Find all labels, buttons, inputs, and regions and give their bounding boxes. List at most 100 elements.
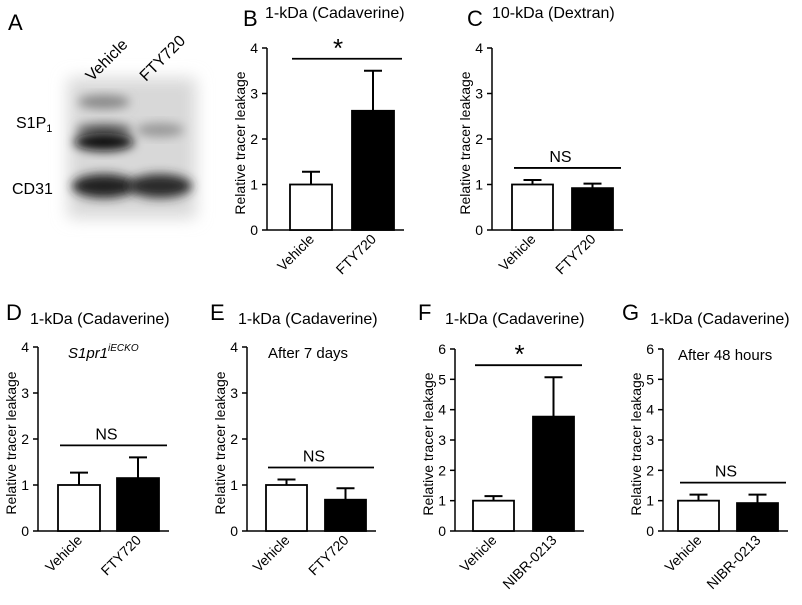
panel-label: A bbox=[8, 10, 23, 35]
y-tick-label: 4 bbox=[250, 40, 258, 56]
y-tick-label: 3 bbox=[438, 432, 446, 448]
y-tick-label: 0 bbox=[230, 523, 238, 539]
y-tick-label: 4 bbox=[475, 40, 483, 56]
bar bbox=[677, 499, 720, 532]
y-tick-label: 4 bbox=[230, 339, 238, 355]
annotation: NS bbox=[95, 426, 117, 443]
y-tick-label: 4 bbox=[646, 402, 654, 418]
blot-band bbox=[128, 174, 192, 198]
y-tick-label: 0 bbox=[250, 222, 258, 238]
annotation: NS bbox=[715, 464, 737, 481]
bar bbox=[324, 498, 367, 532]
y-tick-label: 2 bbox=[646, 462, 654, 478]
y-tick-label: 0 bbox=[646, 523, 654, 539]
bar bbox=[511, 183, 554, 231]
x-tick-label: NIBR-0213 bbox=[499, 532, 559, 592]
subtitle-main: After 48 hours bbox=[678, 347, 772, 364]
y-tick-label: 0 bbox=[475, 222, 483, 238]
y-tick-label: 0 bbox=[438, 523, 446, 539]
bar bbox=[116, 477, 160, 532]
y-tick-label: 6 bbox=[438, 341, 446, 357]
y-tick-label: 2 bbox=[230, 431, 238, 447]
chart-title: 1-kDa (Cadaverine) bbox=[265, 5, 405, 22]
blot-band bbox=[72, 174, 136, 198]
y-tick-label: 1 bbox=[21, 477, 29, 493]
row-label-main: S1P bbox=[16, 115, 46, 132]
row-label-subscript: 1 bbox=[46, 123, 52, 135]
bar-chart: G 1-kDa (Cadaverine) After 48 hours Relativ… bbox=[622, 300, 790, 592]
y-tick-label: 1 bbox=[438, 493, 446, 509]
panel-label: B bbox=[243, 6, 258, 31]
panel-label: D bbox=[6, 300, 22, 325]
y-tick-label: 1 bbox=[230, 477, 238, 493]
y-tick-label: 1 bbox=[475, 177, 483, 193]
subtitle-superscript: iECKO bbox=[108, 343, 139, 354]
y-tick-label: 3 bbox=[230, 385, 238, 401]
y-tick-label: 3 bbox=[646, 432, 654, 448]
panel-label: C bbox=[467, 6, 483, 31]
y-axis-label: Relative tracer leakage bbox=[420, 372, 436, 515]
bar-chart: B 1-kDa (Cadaverine) Relative tracer leaka… bbox=[232, 5, 405, 277]
y-tick-label: 4 bbox=[438, 402, 446, 418]
y-tick-label: 6 bbox=[646, 341, 654, 357]
x-tick-label: FTY720 bbox=[305, 532, 352, 579]
x-tick-label: Vehicle bbox=[274, 231, 317, 274]
blot-panel: A Vehicle FTY720 S1P1 CD31 bbox=[8, 10, 196, 218]
bar bbox=[289, 183, 333, 231]
chart-title: 1-kDa (Cadaverine) bbox=[445, 311, 585, 328]
y-tick-label: 5 bbox=[646, 371, 654, 387]
x-tick-label: Vehicle bbox=[661, 532, 704, 575]
bar bbox=[472, 499, 515, 532]
x-tick-label: Vehicle bbox=[249, 532, 292, 575]
panel-label: F bbox=[418, 300, 431, 325]
chart-title: 1-kDa (Cadaverine) bbox=[30, 311, 170, 328]
y-tick-label: 2 bbox=[250, 131, 258, 147]
y-tick-label: 5 bbox=[438, 371, 446, 387]
x-tick-label: FTY720 bbox=[552, 231, 599, 278]
blot-band bbox=[136, 123, 184, 137]
y-tick-label: 3 bbox=[475, 86, 483, 102]
y-tick-label: 2 bbox=[438, 462, 446, 478]
annotation: NS bbox=[303, 448, 325, 465]
lane-label: FTY720 bbox=[137, 32, 189, 84]
y-tick-label: 1 bbox=[646, 493, 654, 509]
y-tick-label: 2 bbox=[475, 131, 483, 147]
blot-band bbox=[74, 133, 134, 151]
chart-title: 10-kDa (Dextran) bbox=[492, 5, 615, 22]
y-tick-label: 2 bbox=[21, 431, 29, 447]
bar-chart: E 1-kDa (Cadaverine) After 7 days Relative … bbox=[210, 300, 378, 578]
lane-label: Vehicle bbox=[83, 36, 132, 85]
y-tick-label: 4 bbox=[21, 339, 29, 355]
chart-title: 1-kDa (Cadaverine) bbox=[238, 311, 378, 328]
row-label: CD31 bbox=[12, 181, 53, 198]
x-tick-label: FTY720 bbox=[98, 532, 145, 579]
y-axis-label: Relative tracer leakage bbox=[232, 71, 248, 214]
bar bbox=[736, 502, 779, 532]
y-axis-label: Relative tracer leakage bbox=[628, 372, 644, 515]
x-tick-label: NIBR-0213 bbox=[703, 532, 763, 592]
x-tick-label: Vehicle bbox=[42, 532, 85, 575]
y-tick-label: 3 bbox=[250, 86, 258, 102]
panel-label: G bbox=[622, 300, 639, 325]
bar bbox=[351, 109, 395, 231]
blot-band bbox=[76, 123, 132, 137]
row-label: S1P1 bbox=[16, 115, 52, 135]
annotation: * bbox=[514, 339, 524, 369]
x-tick-label: Vehicle bbox=[495, 231, 538, 274]
bar-chart: D 1-kDa (Cadaverine) S1pr1iECKO Relative tr… bbox=[3, 300, 170, 578]
y-tick-label: 0 bbox=[21, 523, 29, 539]
annotation: * bbox=[333, 33, 343, 63]
chart-title: 1-kDa (Cadaverine) bbox=[650, 311, 790, 328]
bar bbox=[265, 484, 308, 532]
panel-label: E bbox=[210, 300, 225, 325]
subtitle-main: After 7 days bbox=[268, 345, 348, 362]
bar-chart: C 10-kDa (Dextran) Relative tracer leakage… bbox=[457, 5, 623, 277]
bar-chart: F 1-kDa (Cadaverine) Relative tracer leaka… bbox=[418, 300, 585, 592]
subtitle: After 7 days bbox=[268, 345, 348, 362]
subtitle-main: S1pr1 bbox=[68, 345, 108, 362]
y-axis-label: Relative tracer leakage bbox=[457, 71, 473, 214]
bar bbox=[532, 415, 575, 532]
blot-band bbox=[78, 95, 130, 109]
subtitle: After 48 hours bbox=[678, 347, 772, 364]
